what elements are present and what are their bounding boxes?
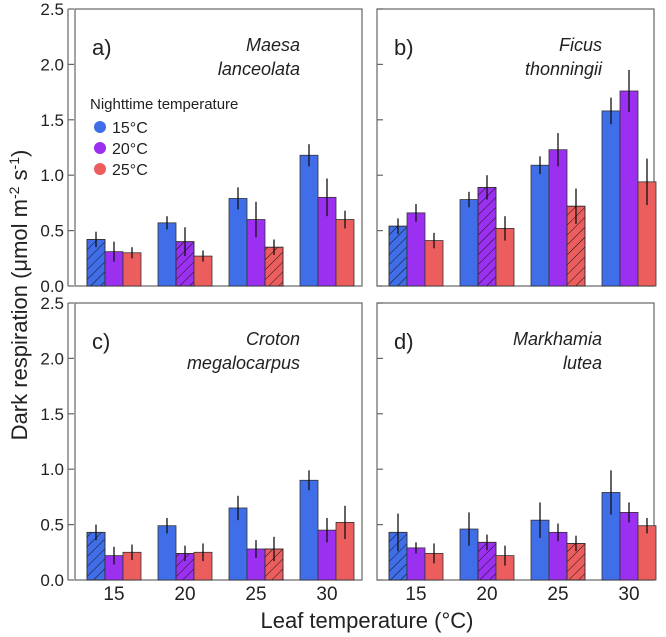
panel-tag: b) (394, 35, 414, 60)
panel-c: 0.0 0.5 1.0 1.5 2.0 2.5 c) Croton megalocarpus 15… (40, 294, 363, 605)
panel-b: b) Ficus thonningii (376, 8, 657, 287)
y-tick-label: 2.0 (40, 55, 64, 74)
bar-15°C (157, 525, 177, 581)
bar-25°C (335, 219, 355, 287)
x-tick-label: 15 (103, 584, 124, 605)
bar-15°C (459, 199, 479, 287)
bar-15°C (530, 164, 550, 287)
legend-marker (94, 142, 106, 154)
y-tick-label: 1.5 (40, 405, 64, 424)
bar-hatch (388, 225, 408, 287)
legend-marker (94, 121, 106, 133)
legend-label: 25°C (112, 162, 148, 179)
y-tick-label: 1.0 (40, 460, 64, 479)
y-tick-label: 2.5 (40, 294, 64, 313)
species-name: lanceolata (218, 59, 300, 79)
panel-a: 0.0 0.5 1.0 1.5 2.0 2.5 a) Maesa lanceolata Night… (40, 0, 363, 296)
y-tick-label: 0.5 (40, 516, 64, 535)
species-name: megalocarpus (187, 353, 300, 373)
bar-25°C (637, 525, 657, 581)
x-tick-label: 25 (245, 584, 266, 605)
x-tick-label: 20 (174, 584, 195, 605)
bar-20°C (548, 149, 568, 287)
species-name: Ficus (559, 35, 602, 55)
legend: Nighttime temperature 15°C 20°C 25°C (90, 96, 238, 179)
y-label-end: ) (7, 150, 32, 157)
species-name: thonningii (525, 59, 603, 79)
panel-tag: a) (92, 35, 112, 60)
y-label-exp1: -2 (6, 186, 22, 199)
y-tick-label: 1.5 (40, 111, 64, 130)
bar-hatch (477, 186, 497, 287)
bar-15°C (228, 198, 248, 287)
bar-20°C (619, 512, 639, 581)
bar-20°C (619, 90, 639, 287)
species-name: Markhamia (513, 329, 602, 349)
species-name: Croton (246, 329, 300, 349)
y-tick-label: 0.0 (40, 571, 64, 590)
bar-15°C (299, 154, 319, 287)
bar-15°C (601, 110, 621, 287)
panel-tag: c) (92, 329, 110, 354)
legend-label: 20°C (112, 141, 148, 158)
x-tick-label: 30 (618, 584, 639, 605)
panel-frame (74, 302, 363, 581)
y-tick-label: 1.0 (40, 166, 64, 185)
panel-frame (376, 8, 655, 287)
y-label-mid: s (7, 169, 32, 186)
x-axis-label: Leaf temperature (°C) (261, 608, 474, 633)
x-tick-label: 30 (316, 584, 337, 605)
y-tick-label: 2.0 (40, 349, 64, 368)
species-name: lutea (563, 353, 602, 373)
panel-d: d) Markhamia lutea 15 20 25 30 (376, 302, 657, 605)
y-axis-label: Dark respiration (μmol m-2 s-1) (6, 150, 32, 441)
panel-tag: d) (394, 329, 414, 354)
bar-20°C (406, 212, 426, 287)
panel-frame (376, 302, 655, 581)
x-tick-label: 25 (547, 584, 568, 605)
legend-label: 15°C (112, 120, 148, 137)
y-tick-label: 0.5 (40, 222, 64, 241)
legend-title: Nighttime temperature (90, 96, 238, 113)
x-tick-label: 20 (476, 584, 497, 605)
x-tick-label: 15 (405, 584, 426, 605)
y-label-main: Dark respiration (μmol m (7, 199, 32, 440)
panel-frame (74, 8, 363, 287)
species-name: Maesa (246, 35, 300, 55)
y-tick-label: 0.0 (40, 277, 64, 296)
bar-15°C (157, 222, 177, 287)
legend-marker (94, 163, 106, 175)
y-tick-label: 2.5 (40, 0, 64, 19)
y-label-exp2: -1 (6, 157, 22, 170)
bar-15°C (299, 479, 319, 581)
